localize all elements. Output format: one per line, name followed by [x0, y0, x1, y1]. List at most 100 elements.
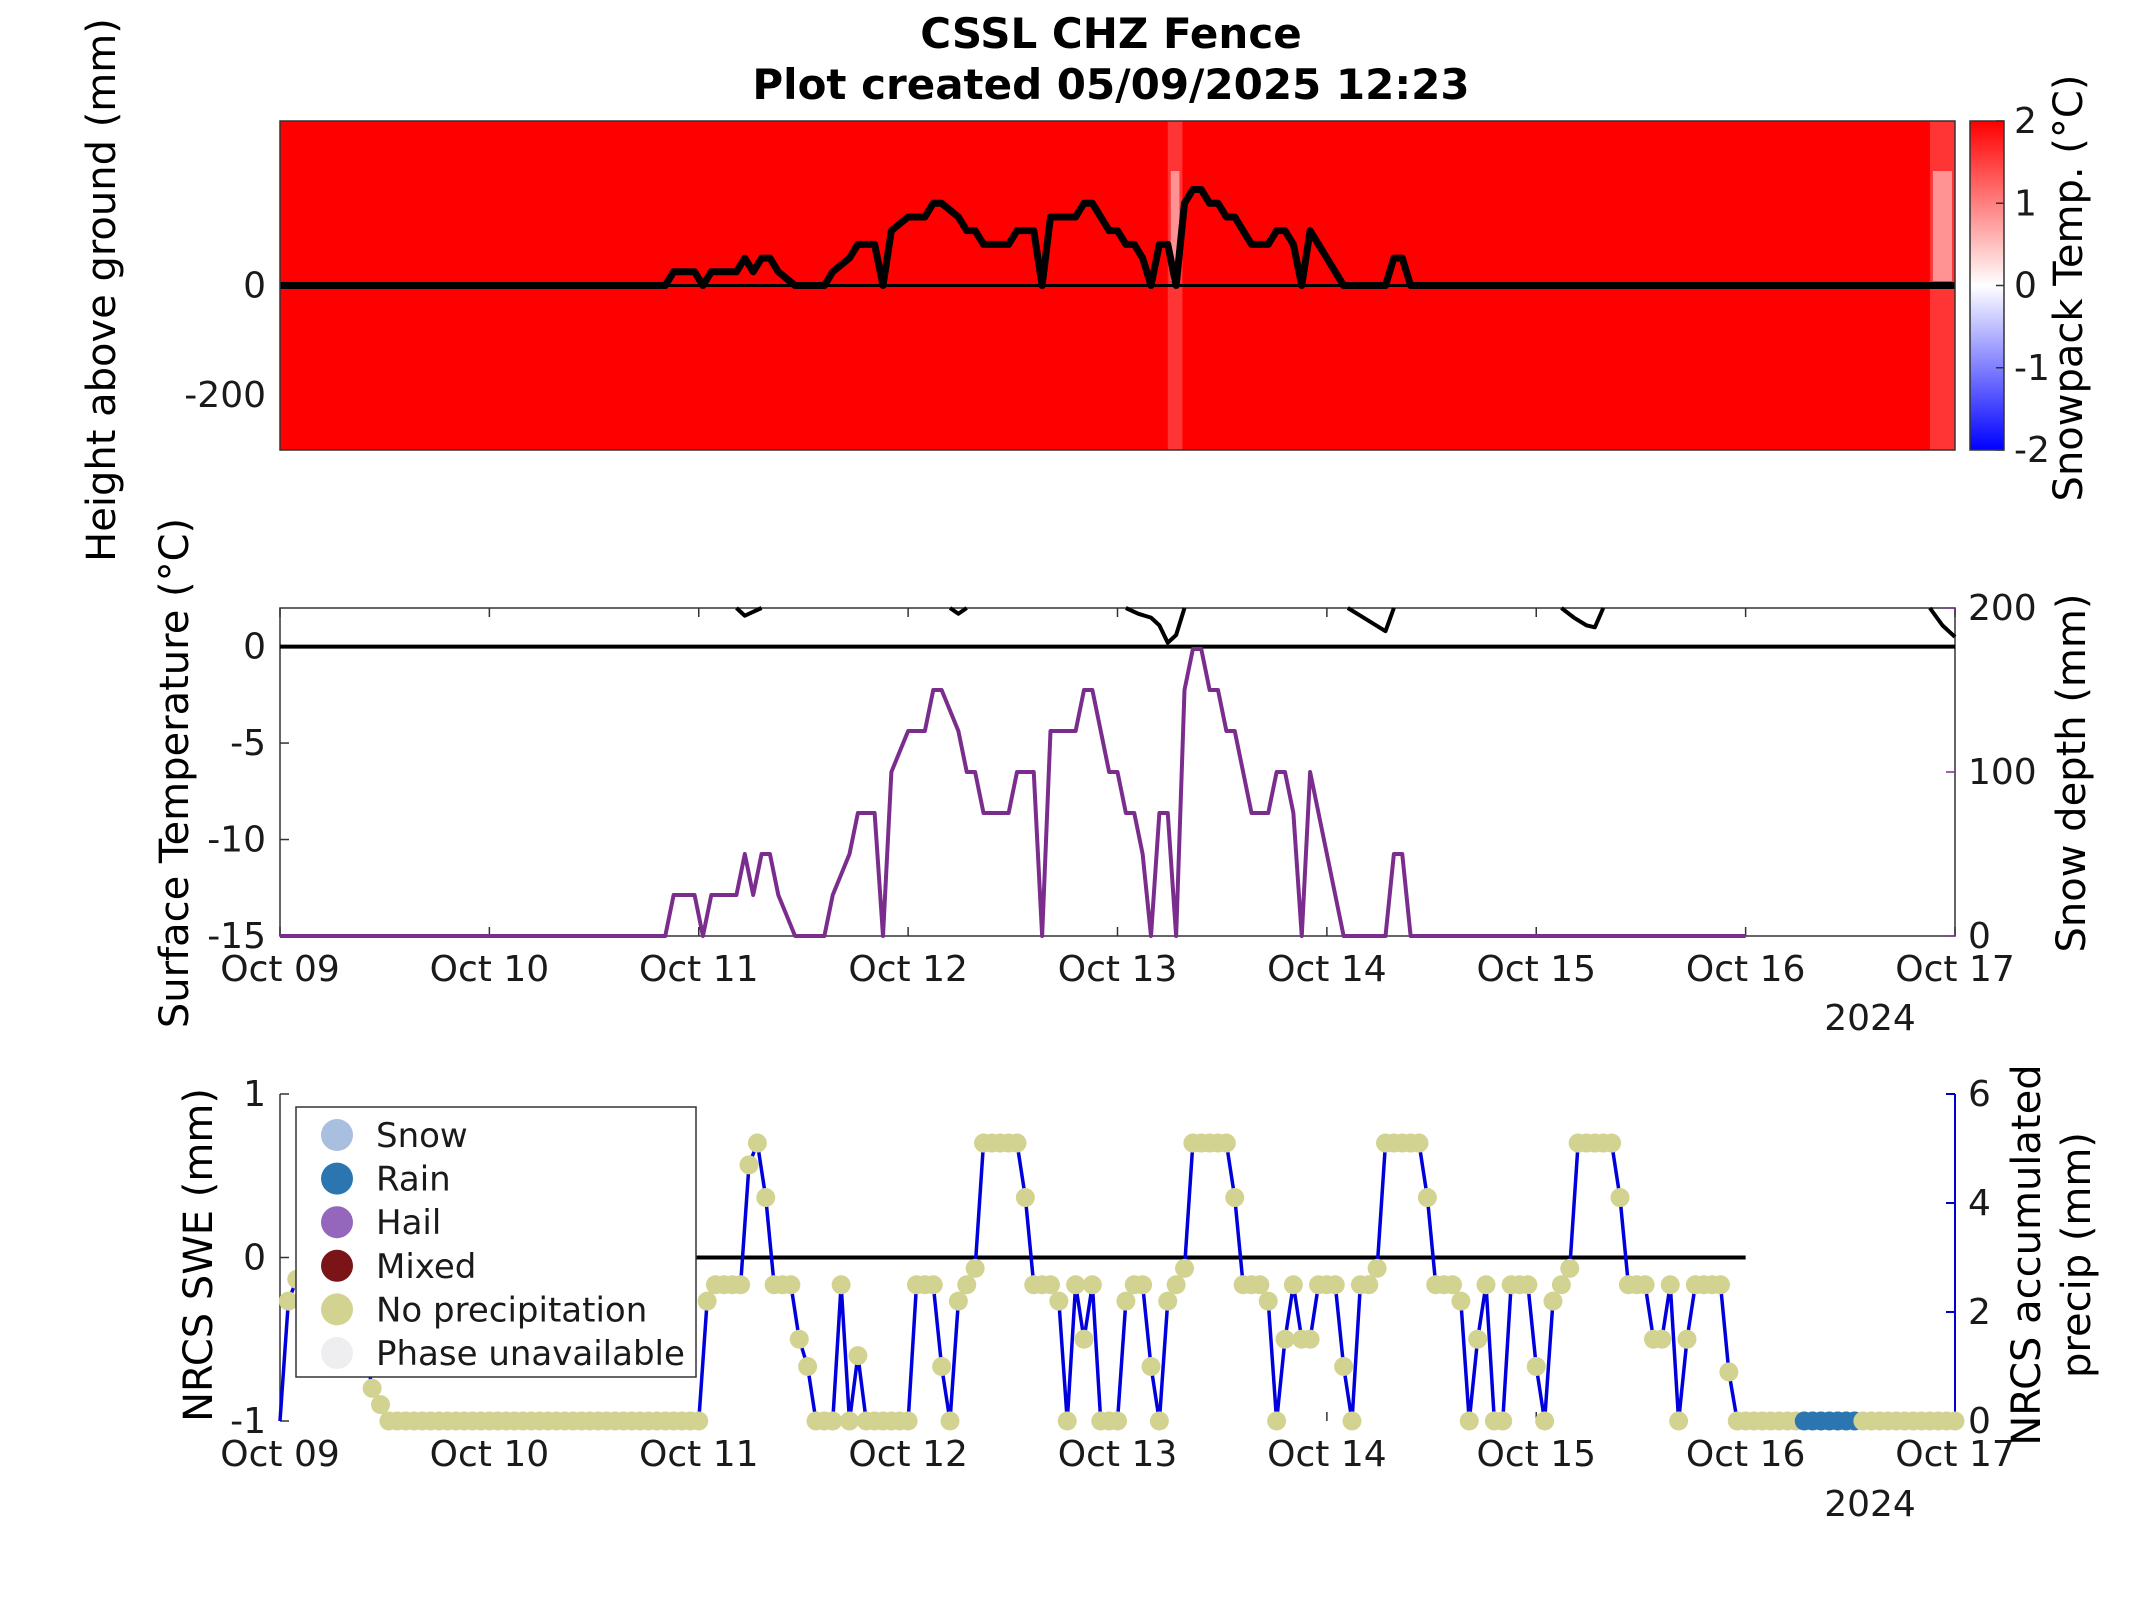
precip-axis-label-line-2: precip (mm) — [2054, 1132, 2100, 1378]
precip-marker — [1175, 1258, 1194, 1278]
colorbar-tick-label: 0 — [2014, 266, 2037, 307]
precip-marker — [1535, 1411, 1555, 1431]
precip-marker — [1635, 1275, 1655, 1295]
legend-label: Mixed — [376, 1247, 476, 1287]
precip-marker — [1359, 1275, 1379, 1295]
precip-marker — [731, 1275, 751, 1295]
precip-marker — [1493, 1411, 1513, 1431]
x-tick-label: Oct 09 — [220, 1434, 340, 1475]
legend-marker — [321, 1249, 353, 1282]
precip-marker — [1476, 1275, 1496, 1295]
precip-marker — [1719, 1362, 1739, 1382]
precip-marker — [898, 1411, 918, 1431]
precip-marker — [1108, 1411, 1127, 1431]
heatmap-warm-core-1 — [1932, 171, 1952, 281]
precip-marker — [371, 1395, 390, 1415]
temp-tick-label: -15 — [207, 916, 266, 957]
snow-depth-tick-label: 100 — [1968, 752, 2037, 793]
precip-marker — [756, 1188, 776, 1208]
precip-tick-label: 0 — [1968, 1401, 1991, 1442]
precip-marker — [1300, 1329, 1320, 1349]
precip-panel: Oct 09 Oct 10 Oct 11 Oct 12 Oct 13 Oct 14 Oct … — [220, 1074, 2015, 1525]
precip-marker — [1677, 1329, 1697, 1349]
legend-marker — [321, 1337, 353, 1369]
precip-marker — [1007, 1133, 1027, 1153]
precip-marker — [1602, 1133, 1622, 1153]
x-tick-label: Oct 13 — [1058, 949, 1178, 990]
precip-marker — [1669, 1411, 1689, 1431]
x-tick-label: Oct 11 — [639, 949, 759, 990]
precip-marker — [1166, 1275, 1186, 1295]
title-line-1: CSSL CHZ Fence — [920, 9, 1301, 58]
year-label: 2024 — [1824, 1484, 1916, 1525]
x-tick-label: Oct 12 — [848, 949, 968, 990]
precip-marker — [789, 1329, 809, 1349]
precip-marker — [1526, 1357, 1546, 1376]
precip-marker — [1041, 1275, 1060, 1295]
precip-marker — [1250, 1275, 1270, 1295]
precip-axis-label-line-1: NRCS accumulated — [2004, 1064, 2050, 1445]
precip-marker — [831, 1275, 851, 1295]
precip-marker — [1660, 1275, 1680, 1295]
precip-marker — [1283, 1275, 1303, 1295]
temp-tick-label: -5 — [230, 723, 266, 764]
precip-marker — [1334, 1357, 1354, 1376]
precip-marker — [1275, 1329, 1295, 1349]
x-tick-label: Oct 14 — [1267, 949, 1387, 990]
snow-depth-tick-label: 0 — [1968, 916, 1991, 957]
precip-marker — [1074, 1329, 1094, 1349]
precip-tick-label: 6 — [1968, 1074, 1991, 1115]
x-tick-label: Oct 17 — [1895, 1434, 2015, 1475]
legend-label: Phase unavailable — [376, 1334, 685, 1374]
colorbar-tick-label: 2 — [2014, 101, 2037, 142]
precip-marker — [1459, 1411, 1479, 1431]
snow-depth-tick-label: 200 — [1968, 588, 2037, 629]
x-tick-label: Oct 14 — [1267, 1434, 1387, 1475]
x-tick-label: Oct 10 — [430, 1434, 550, 1475]
precip-marker — [1652, 1329, 1672, 1349]
legend-label: Snow — [376, 1116, 468, 1156]
snowpack-temperature-panel: 0 -200 — [184, 120, 1956, 451]
precip-marker — [1057, 1411, 1077, 1431]
swe-tick-label: 1 — [243, 1074, 266, 1115]
surface-temp-line-3 — [1346, 606, 1396, 634]
heatmap-warm-core-0 — [1170, 171, 1180, 281]
legend-label: Rain — [376, 1160, 451, 1200]
surface-temp-snow-depth-panel: Oct 09 Oct 10 Oct 11 Oct 12 Oct 13 Oct 14 Oct … — [207, 588, 2037, 1039]
colorbar-tick-label: -1 — [2014, 348, 2050, 389]
precip-marker — [1116, 1291, 1136, 1311]
title-line-2: Plot created 05/09/2025 12:23 — [752, 60, 1469, 109]
x-tick-label: Oct 15 — [1477, 1434, 1597, 1475]
precip-marker — [823, 1411, 843, 1431]
legend-marker — [321, 1119, 353, 1151]
precip-marker — [697, 1291, 717, 1311]
precip-marker — [1216, 1133, 1236, 1153]
legend-marker — [321, 1293, 353, 1326]
precip-marker — [1158, 1291, 1178, 1311]
precip-marker — [932, 1357, 952, 1376]
precip-marker — [1149, 1411, 1169, 1431]
height-tick-label: -200 — [184, 375, 266, 416]
precip-marker — [798, 1357, 818, 1376]
snow-surface-line — [280, 186, 1955, 289]
precip-marker — [1451, 1291, 1471, 1311]
precip-marker — [1049, 1291, 1069, 1311]
snow-depth-axis-label: Snow depth (mm) — [2049, 594, 2095, 953]
surface-temp-line-2 — [1125, 606, 1187, 645]
precip-marker — [948, 1291, 968, 1311]
x-tick-label: Oct 16 — [1686, 1434, 1806, 1475]
precip-marker — [1443, 1275, 1462, 1295]
swe-tick-label: 0 — [243, 1238, 266, 1279]
heatmap-frame — [279, 120, 1956, 451]
colorbar-tick-label: 1 — [2014, 183, 2037, 224]
snow-depth-line — [280, 647, 1746, 938]
precip-marker — [278, 1291, 298, 1311]
precip-marker — [781, 1275, 801, 1295]
precip-marker — [1367, 1258, 1387, 1278]
precip-marker — [747, 1133, 767, 1153]
precip-marker — [1409, 1133, 1429, 1153]
surface-temp-line-1 — [948, 606, 968, 616]
precip-marker — [739, 1155, 759, 1175]
colorbar-tick-label: -2 — [2014, 430, 2050, 471]
